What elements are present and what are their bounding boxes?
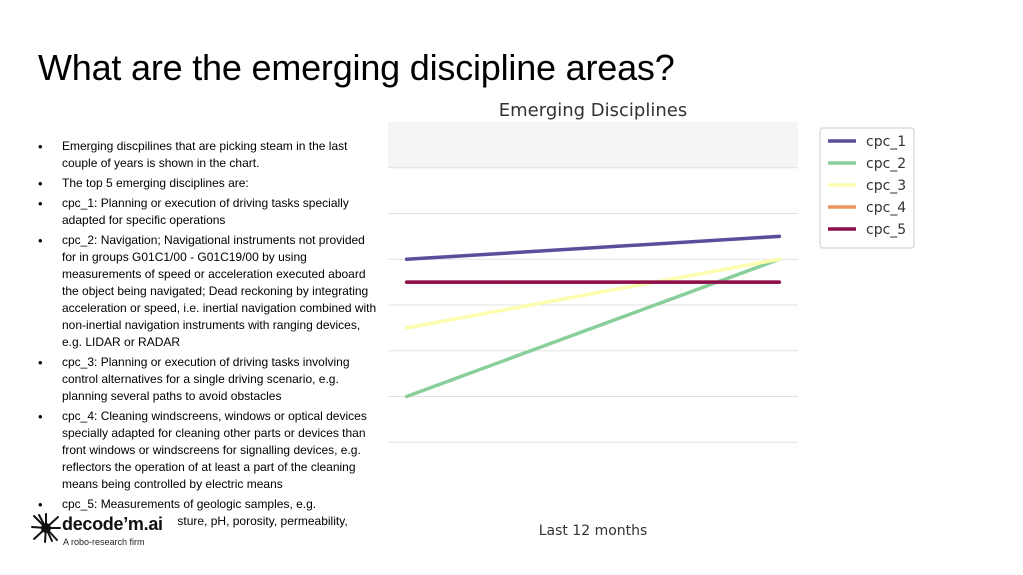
series-line-cpc-1 bbox=[404, 234, 782, 261]
bullet-item: cpc_1: Planning or execution of driving … bbox=[38, 195, 378, 229]
company-logo: decode’m.ai A robo-research firm bbox=[30, 512, 178, 552]
legend-label: cpc_3 bbox=[866, 178, 906, 194]
legend-label: cpc_4 bbox=[866, 200, 906, 216]
slide-title: What are the emerging discipline areas? bbox=[38, 47, 675, 88]
bullet-item: cpc_4: Cleaning windscreens, windows or … bbox=[38, 408, 378, 493]
series-line-cpc-3 bbox=[404, 257, 782, 330]
chart-title: Emerging Disciplines bbox=[499, 100, 687, 121]
emerging-disciplines-chart: Emerging Disciplines cpc_1cpc_2cpc_3cpc_… bbox=[388, 100, 915, 539]
plot-top-band bbox=[388, 122, 798, 168]
series-line-cpc-2 bbox=[404, 257, 782, 399]
legend-label: cpc_1 bbox=[866, 134, 906, 150]
x-axis-label: Last 12 months bbox=[539, 523, 648, 539]
bullet-item: cpc_2: Navigation; Navigational instrume… bbox=[38, 232, 378, 351]
logo-mark-icon bbox=[31, 513, 61, 543]
bullet-item: cpc_3: Planning or execution of driving … bbox=[38, 354, 378, 405]
legend-label: cpc_5 bbox=[866, 222, 906, 238]
legend-box bbox=[819, 127, 915, 249]
logo-tagline: A robo-research firm bbox=[63, 537, 145, 547]
chart-legend: cpc_1 cpc_2 cpc_3 cpc_4 cpc_5 bbox=[819, 127, 915, 249]
bullet-item: The top 5 emerging disciplines are: bbox=[38, 175, 378, 192]
legend-label: cpc_2 bbox=[866, 156, 906, 172]
series-lines bbox=[404, 234, 782, 399]
plot-area bbox=[388, 122, 798, 443]
logo-name: decode’m.ai bbox=[62, 514, 163, 534]
bullet-list: Emerging discpilines that are picking st… bbox=[38, 138, 378, 550]
bullet-item: Emerging discpilines that are picking st… bbox=[38, 138, 378, 172]
